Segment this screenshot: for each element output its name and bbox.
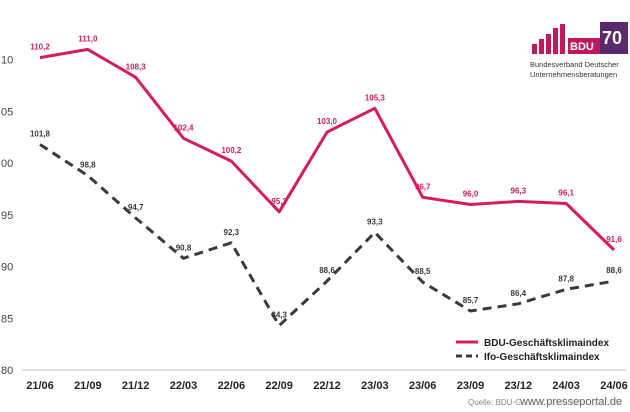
x-tick-label: 21/09	[74, 380, 102, 392]
logo-brand: BDU	[570, 41, 594, 53]
x-tick-label: 22/03	[170, 380, 198, 392]
data-label: 96,1	[558, 188, 574, 197]
x-tick-label: 23/12	[505, 380, 533, 392]
x-tick-label: 22/12	[313, 380, 341, 392]
bdu-logo: BDU 70 Bundesverband Deutscher Unternehm…	[530, 22, 630, 82]
x-tick-label: 23/09	[457, 380, 485, 392]
data-label: 90,8	[176, 243, 192, 252]
data-label: 85,7	[463, 296, 479, 305]
data-label: 105,3	[365, 93, 386, 102]
data-label: 98,8	[80, 161, 96, 170]
x-tick-label: 21/12	[122, 380, 150, 392]
data-label: 101,8	[30, 130, 51, 139]
x-tick-label: 24/06	[600, 380, 628, 392]
data-label: 88,6	[319, 266, 335, 275]
logo-graphic: BDU 70	[532, 22, 628, 54]
y-axis: 80 85 90 95 00 05 10	[1, 55, 13, 377]
data-label: 95,3	[271, 197, 287, 206]
logo-number: 70	[602, 28, 622, 48]
legend: BDU-Geschäftsklimaindex Ifo-Geschäftsklim…	[456, 338, 609, 363]
logo-line2: Unternehmensberatungen	[530, 70, 618, 79]
x-axis: 21/06 21/09 21/12 22/03 22/06 22/09 22/12 23/03…	[22, 369, 628, 392]
data-label: 108,3	[126, 62, 147, 71]
y-tick-label: 90	[1, 262, 13, 274]
data-label: 91,6	[606, 235, 622, 244]
data-label: 111,0	[78, 34, 98, 43]
data-label: 100,2	[221, 146, 242, 155]
x-tick-label: 22/09	[265, 380, 293, 392]
x-tick-label: 21/06	[26, 380, 54, 392]
series-line-bdu	[39, 47, 616, 252]
x-tick-label: 23/03	[361, 380, 389, 392]
x-tick-label: 24/03	[552, 380, 580, 392]
data-label: 92,3	[224, 228, 240, 237]
data-label: 84,3	[271, 311, 287, 320]
legend-label: Ifo-Geschäftsklimaindex	[484, 352, 600, 363]
y-tick-label: 95	[1, 210, 13, 222]
data-label: 103,0	[317, 117, 338, 126]
legend-label: BDU-Geschäftsklimaindex	[484, 338, 609, 349]
data-label: 86,4	[511, 289, 527, 298]
y-tick-label: 05	[1, 106, 13, 118]
series-group: 110,2 111,0 108,3 102,4 100,2 95,3 103,0 105,3 9…	[30, 34, 622, 327]
data-label: 94,7	[128, 203, 144, 212]
y-tick-label: 00	[1, 158, 13, 170]
logo-line1: Bundesverband Deutscher	[530, 60, 619, 69]
data-label: 110,2	[30, 43, 50, 52]
x-tick-label: 23/06	[409, 380, 437, 392]
data-label: 88,5	[415, 267, 431, 276]
watermark: www.presseportal.de	[520, 396, 623, 408]
data-label: 93,3	[367, 217, 383, 226]
data-label: 87,8	[558, 274, 574, 283]
series-line-ifo	[39, 143, 615, 327]
data-label: 102,4	[173, 123, 194, 132]
y-tick-label: 10	[1, 55, 13, 67]
data-label: 96,7	[415, 182, 431, 191]
data-label: 88,6	[606, 266, 622, 275]
x-tick-label: 22/06	[218, 380, 246, 392]
data-label: 96,3	[511, 186, 527, 195]
data-label: 96,0	[463, 190, 479, 199]
y-tick-label: 80	[1, 365, 13, 377]
y-tick-label: 85	[1, 313, 13, 325]
